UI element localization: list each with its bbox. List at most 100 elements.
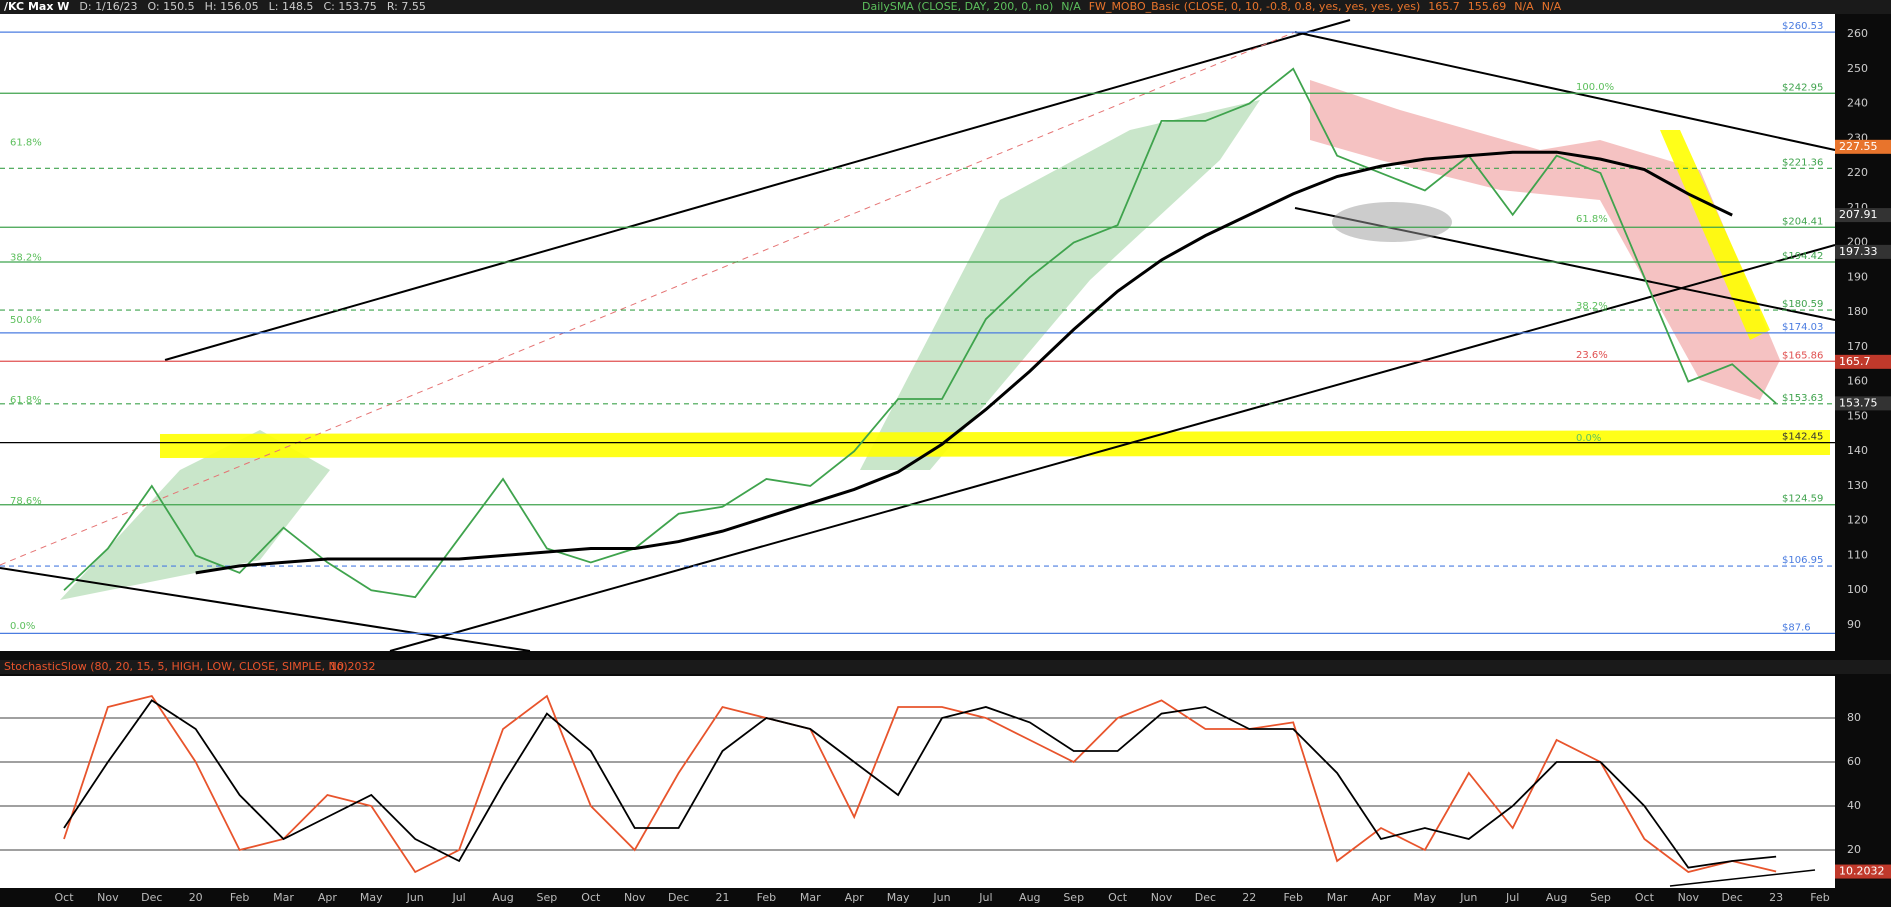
level-label: $153.63: [1782, 393, 1823, 404]
price-tag-label: 153.75: [1839, 396, 1878, 409]
level-label: $242.95: [1782, 82, 1823, 93]
date: D: 1/16/23: [79, 0, 137, 13]
x-tick-label: Feb: [1283, 891, 1302, 904]
x-tick-label: Oct: [1635, 891, 1655, 904]
fib-label: 100.0%: [1576, 82, 1614, 93]
y-tick-label: 260: [1847, 27, 1868, 40]
y-tick-label: 80: [1847, 711, 1861, 724]
y-tick-label: 120: [1847, 514, 1868, 527]
level-label: $165.86: [1782, 350, 1823, 361]
level-label: $221.36: [1782, 157, 1823, 168]
mobo-study: FW_MOBO_Basic (CLOSE, 0, 10, -0.8, 0.8, …: [1089, 0, 1421, 13]
x-tick-label: Feb: [1810, 891, 1829, 904]
level-label: $142.45: [1782, 432, 1823, 443]
y-tick-label: 180: [1847, 305, 1868, 318]
x-tick-label: 20: [189, 891, 203, 904]
x-tick-label: Mar: [1327, 891, 1348, 904]
sma-study: DailySMA (CLOSE, DAY, 200, 0, no): [862, 0, 1053, 13]
price-tag-label: 10.2032: [1839, 865, 1885, 878]
header: /KC Max W D: 1/16/23 O: 150.5 H: 156.05 L: 1…: [4, 0, 426, 13]
price-tag: [1835, 354, 1891, 369]
studies: DailySMA (CLOSE, DAY, 200, 0, no) N/A FW_M…: [862, 0, 1562, 13]
y-tick-label: 190: [1847, 270, 1868, 283]
x-tick-label: Apr: [845, 891, 865, 904]
series-line: [195, 150, 1733, 575]
range: R: 7.55: [387, 0, 426, 13]
x-tick-label: Aug: [492, 891, 513, 904]
price-tag: [1835, 244, 1891, 259]
close: C: 153.75: [323, 0, 376, 13]
y-tick-label: 220: [1847, 166, 1868, 179]
y-tick-label: 90: [1847, 618, 1861, 631]
high: H: 156.05: [205, 0, 259, 13]
sma-value: N/A: [1061, 0, 1081, 13]
y-tick-label: 40: [1847, 799, 1861, 812]
trendline: [164, 19, 1351, 361]
support-highlight: [160, 430, 1830, 458]
series-line: [63, 694, 1777, 874]
series-line: [63, 699, 1777, 869]
mobo-value: 165.7: [1428, 0, 1460, 13]
level-label: $174.03: [1782, 322, 1823, 333]
trendline: [1294, 31, 1836, 151]
mobo-value: N/A: [1514, 0, 1534, 13]
y-tick-label: 170: [1847, 340, 1868, 353]
x-tick-label: 21: [716, 891, 730, 904]
low: L: 148.5: [269, 0, 314, 13]
fib-label: 61.8%: [10, 138, 42, 149]
level-label: $260.53: [1782, 21, 1823, 32]
stoch-header-bar: [0, 660, 1891, 674]
fib-label: 61.8%: [1576, 214, 1608, 225]
x-tick-label: 23: [1769, 891, 1783, 904]
fib-label: 61.8%: [10, 395, 42, 406]
price-tag-label: 207.91: [1839, 208, 1878, 221]
x-tick-label: May: [1414, 891, 1437, 904]
x-tick-label: 22: [1242, 891, 1256, 904]
mobo-value: 155.69: [1468, 0, 1507, 13]
price-tag: [1835, 864, 1891, 879]
x-tick-label: Mar: [800, 891, 821, 904]
y-tick-label: 240: [1847, 97, 1868, 110]
level-label: $124.59: [1782, 494, 1823, 505]
fib-label: 23.6%: [1576, 350, 1608, 361]
x-tick-label: Feb: [230, 891, 249, 904]
x-tick-label: Jun: [932, 891, 950, 904]
x-tick-label: Dec: [1195, 891, 1216, 904]
y-tick-label: 110: [1847, 548, 1868, 561]
y-tick-label: 160: [1847, 375, 1868, 388]
mobo-band-up: [60, 430, 330, 600]
level-label: $204.41: [1782, 216, 1823, 227]
fib-label: 50.0%: [10, 315, 42, 326]
price-tag: [1835, 139, 1891, 154]
x-tick-label: Oct: [581, 891, 601, 904]
fib-label: 38.2%: [1576, 301, 1608, 312]
fib-label: 0.0%: [10, 621, 35, 632]
stoch-panel: [0, 676, 1835, 888]
x-tick-label: Nov: [97, 891, 119, 904]
x-tick-label: Feb: [757, 891, 776, 904]
x-tick-label: Aug: [1546, 891, 1567, 904]
x-tick-label: Dec: [141, 891, 162, 904]
x-tick-label: Dec: [668, 891, 689, 904]
price-tag: [1835, 208, 1891, 223]
level-label: $194.42: [1782, 251, 1823, 262]
x-tick-label: Jul: [1505, 891, 1519, 904]
stoch-title: StochasticSlow (80, 20, 15, 5, HIGH, LOW…: [4, 660, 348, 673]
y-tick-label: 150: [1847, 409, 1868, 422]
x-tick-label: May: [887, 891, 910, 904]
y-tick-label: 130: [1847, 479, 1868, 492]
series-line: [63, 67, 1777, 599]
x-tick-label: Dec: [1722, 891, 1743, 904]
mobo-value: N/A: [1542, 0, 1562, 13]
mobo-band-up: [860, 100, 1260, 470]
trendline: [389, 244, 1836, 652]
x-tick-label: Oct: [1108, 891, 1128, 904]
stoch-current: 10.2032: [330, 660, 376, 673]
level-label: $87.6: [1782, 622, 1811, 633]
x-tick-label: Nov: [1678, 891, 1700, 904]
x-tick-label: Jun: [1459, 891, 1477, 904]
level-label: $106.95: [1782, 555, 1823, 566]
price-tag-label: 227.55: [1839, 140, 1878, 153]
